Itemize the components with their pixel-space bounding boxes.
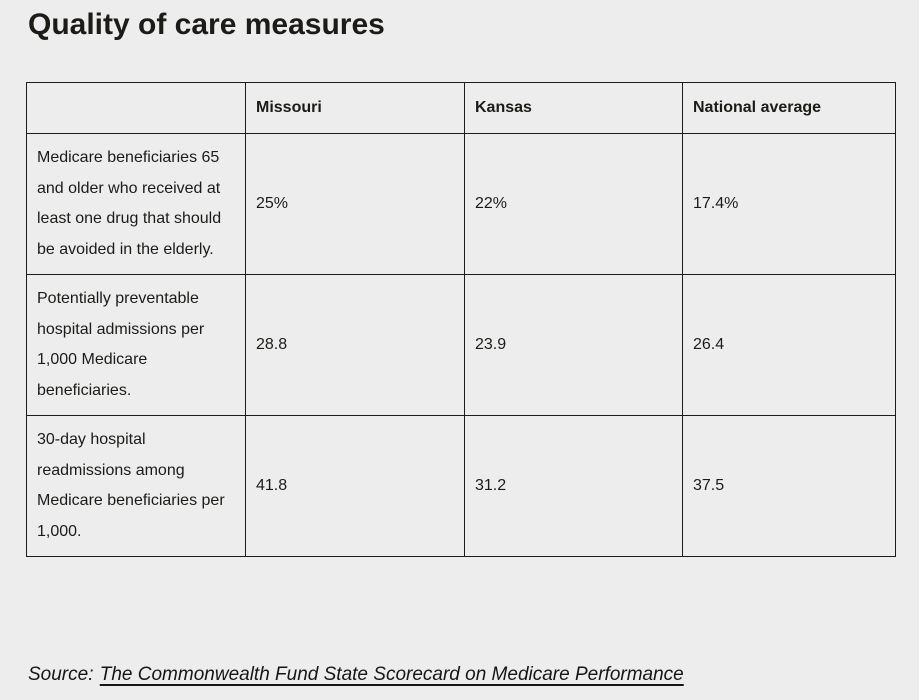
- quality-of-care-table: Missouri Kansas National average Medicar…: [26, 82, 896, 557]
- value-national-preventable-admissions: 26.4: [682, 274, 896, 416]
- measure-label-drug-avoided: Medicare beneficiaries 65 and older who …: [26, 133, 246, 275]
- value-national-drug-avoided: 17.4%: [682, 133, 896, 275]
- page: Quality of care measures Missouri Kansas…: [0, 6, 919, 685]
- page-title: Quality of care measures: [28, 8, 385, 41]
- table-row: Potentially preventable hospital admissi…: [26, 274, 896, 416]
- measure-label-preventable-admissions: Potentially preventable hospital admissi…: [26, 274, 246, 416]
- source-prefix-label: Source:: [28, 664, 94, 685]
- value-kansas-drug-avoided: 22%: [464, 133, 683, 275]
- source-link[interactable]: The Commonwealth Fund State Scorecard on…: [99, 664, 684, 685]
- value-kansas-preventable-admissions: 23.9: [464, 274, 683, 416]
- value-missouri-preventable-admissions: 28.8: [245, 274, 465, 416]
- value-missouri-readmissions: 41.8: [245, 415, 465, 557]
- column-header-national-average: National average: [682, 82, 896, 134]
- column-header-measure: [26, 82, 246, 134]
- column-header-missouri: Missouri: [245, 82, 465, 134]
- value-kansas-readmissions: 31.2: [464, 415, 683, 557]
- measure-label-readmissions: 30-day hospital readmissions among Medic…: [26, 415, 246, 557]
- value-missouri-drug-avoided: 25%: [245, 133, 465, 275]
- column-header-kansas: Kansas: [464, 82, 683, 134]
- value-national-readmissions: 37.5: [682, 415, 896, 557]
- source-line: Source: The Commonwealth Fund State Score…: [28, 664, 684, 686]
- table-row: 30-day hospital readmissions among Medic…: [26, 415, 896, 557]
- table-row: Medicare beneficiaries 65 and older who …: [26, 133, 896, 275]
- table-header-row: Missouri Kansas National average: [26, 82, 896, 134]
